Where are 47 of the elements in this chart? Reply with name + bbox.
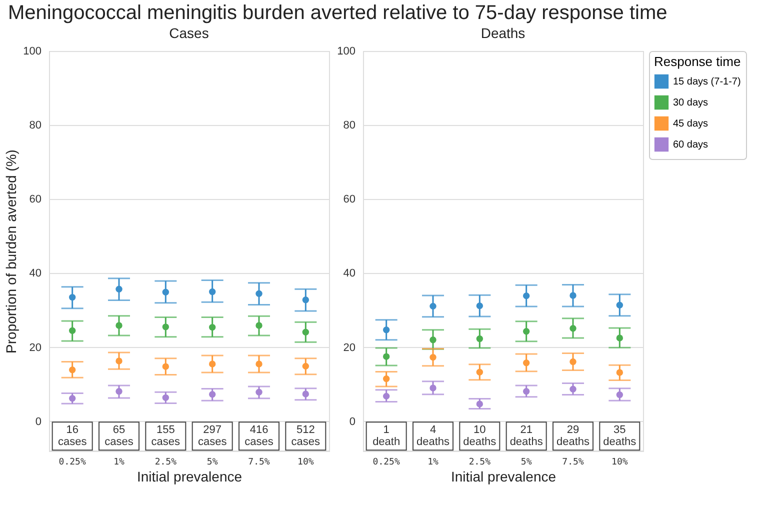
y-tick-label: 80 — [343, 120, 356, 132]
y-tick-label: 40 — [343, 268, 356, 280]
x-tick-label: 5% — [520, 458, 532, 468]
y-tick-label: 100 — [23, 46, 42, 58]
x-tick-label: 10% — [298, 458, 314, 468]
annotation: 416 cases — [244, 424, 274, 448]
annotation: 10 deaths — [463, 424, 497, 448]
x-tick-label: 0.25% — [58, 458, 86, 468]
annotation: 4 deaths — [416, 424, 450, 448]
x-tick-label: 10% — [612, 458, 628, 468]
legend-title: Response time — [654, 54, 741, 69]
x-tick-label: 7.5% — [562, 458, 584, 468]
x-axis-title: Initial prevalence — [136, 468, 242, 484]
y-tick-label: 20 — [29, 342, 42, 354]
x-axis-title: Initial prevalence — [450, 468, 556, 484]
x-tick-label: 7.5% — [248, 458, 270, 468]
annotation: 35 deaths — [603, 424, 637, 448]
chart-subtitle: Deaths — [480, 25, 526, 41]
annotation: 65 cases — [104, 424, 134, 448]
x-tick-label: 5% — [206, 458, 218, 468]
annotation: 29 deaths — [556, 424, 590, 448]
annotation: 297 cases — [198, 424, 228, 448]
y-tick-label: 60 — [29, 194, 42, 206]
y-tick-label: 20 — [343, 342, 356, 354]
chart-subtitle: Cases — [169, 25, 209, 41]
y-tick-label: 100 — [337, 46, 356, 58]
annotation: 512 cases — [291, 424, 321, 448]
x-tick-label: 2.5% — [468, 458, 492, 468]
chart-title: Meningococcal meningitis burden averted relative to 75-day response time — [7, 1, 668, 25]
y-tick-label: 0 — [349, 416, 356, 428]
annotation: 155 cases — [151, 424, 181, 448]
y-axis-title: Proportion of burden averted (%) — [3, 150, 20, 354]
legend-label: 60 days — [673, 140, 708, 150]
x-tick-label: 1% — [428, 458, 439, 468]
y-tick-label: 0 — [35, 416, 42, 428]
legend-label: 15 days (7-1-7) — [673, 76, 741, 88]
annotation: 21 deaths — [510, 424, 544, 448]
y-tick-label: 80 — [29, 120, 42, 132]
y-tick-label: 40 — [29, 268, 42, 280]
x-tick-label: 2.5% — [154, 458, 178, 468]
annotation: 1 death — [372, 424, 400, 448]
y-tick-label: 60 — [343, 194, 356, 206]
legend-label: 30 days — [673, 98, 708, 108]
x-tick-label: 0.25% — [372, 458, 400, 468]
annotation: 16 cases — [58, 424, 88, 448]
legend-label: 45 days — [673, 118, 708, 130]
x-tick-label: 1% — [114, 458, 125, 468]
